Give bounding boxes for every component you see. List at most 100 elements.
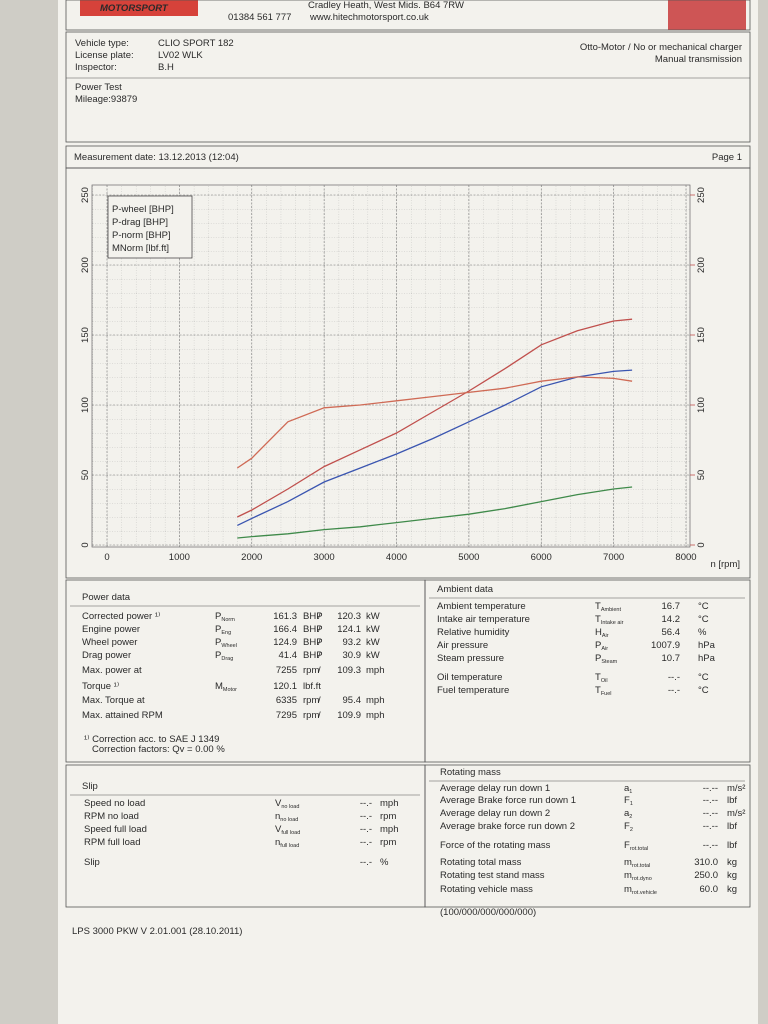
row-symbol: Vno load (275, 798, 299, 810)
row-symbol: a1 (624, 783, 632, 795)
x-tick-label: 0 (104, 552, 109, 563)
row-value: 1007.9 (651, 640, 680, 651)
row-symbol-main: T (595, 672, 601, 683)
row-unit-2: kW (366, 624, 380, 635)
series-line (237, 486, 633, 539)
row-label: Max. power at (82, 665, 142, 676)
legend-entry: P-wheel [BHP] (112, 204, 174, 215)
test-name: Power Test (75, 82, 122, 93)
row-symbol: MMotor (215, 681, 237, 693)
y-tick-label: 100 (80, 397, 91, 413)
row-symbol-main: H (595, 627, 602, 638)
row-symbol: TAmbient (595, 601, 621, 613)
row-symbol: TIntake air (595, 614, 624, 626)
page-number: Page 1 (712, 152, 742, 163)
row-symbol-sub: rot.vehicle (632, 890, 657, 896)
row-unit: rpm (303, 665, 319, 676)
row-value: 41.4 (279, 650, 298, 661)
row-symbol-main: P (215, 650, 221, 661)
x-tick-label: 4000 (386, 552, 407, 563)
row-label: Rotating vehicle mass (440, 884, 533, 895)
y2-tick-label: 250 (696, 187, 707, 203)
row-symbol-sub: no load (280, 817, 298, 823)
row-unit: °C (698, 672, 709, 683)
row-unit-2: mph (366, 710, 384, 721)
row-value: --.- (360, 857, 372, 868)
row-unit-2: kW (366, 637, 380, 648)
row-symbol-sub: Steam (601, 659, 617, 665)
logo-badge (80, 0, 198, 16)
row-label: Slip (84, 857, 100, 868)
row-symbol-sub: rot.dyno (632, 876, 652, 882)
row-unit: BHP (303, 637, 323, 648)
row-value: --.- (360, 837, 372, 848)
row-separator: / (318, 665, 321, 676)
row-symbol: a2 (624, 808, 632, 820)
version: LPS 3000 PKW V 2.01.001 (28.10.2011) (72, 926, 242, 937)
row-symbol-main: T (595, 685, 601, 696)
row-value: 310.0 (694, 857, 718, 868)
row-label: Wheel power (82, 637, 137, 648)
row-symbol-main: V (275, 824, 282, 835)
row-label: Max. Torque at (82, 695, 145, 706)
row-symbol: TFuel (595, 685, 612, 697)
row-symbol-sub: Motor (223, 687, 237, 693)
row-value-2: 124.1 (337, 624, 361, 635)
row-symbol: TOil (595, 672, 608, 684)
row-symbol-main: m (624, 870, 632, 881)
row-symbol-sub: full load (281, 830, 300, 836)
row-value-2: 109.9 (337, 710, 361, 721)
vehicle-box (65, 31, 751, 143)
row-symbol: nfull load (275, 837, 299, 849)
row-symbol: Vfull load (275, 824, 300, 836)
row-unit: mph (380, 798, 398, 809)
row-unit: lbf (727, 821, 737, 832)
row-symbol-sub: Intake air (601, 620, 624, 626)
row-unit: kg (727, 884, 737, 895)
row-unit: BHP (303, 624, 323, 635)
y2-tick-label: 100 (696, 397, 707, 413)
row-unit-2: kW (366, 650, 380, 661)
row-symbol: F2 (624, 821, 633, 833)
row-symbol: Frot.total (624, 840, 648, 852)
row-unit: hPa (698, 640, 716, 651)
legend-entry: P-norm [BHP] (112, 230, 171, 241)
row-symbol-sub: rot.total (630, 846, 648, 852)
row-unit: kg (727, 857, 737, 868)
row-label: Relative humidity (437, 627, 510, 638)
series-line (237, 318, 633, 518)
row-unit: rpm (380, 837, 396, 848)
row-symbol: HAir (595, 627, 609, 639)
row-symbol-main: T (595, 614, 601, 625)
row-value-2: 109.3 (337, 665, 361, 676)
legend-entry: P-drag [BHP] (112, 217, 168, 228)
website: www.hitechmotorsport.co.uk (309, 12, 429, 23)
logo-right (668, 0, 746, 30)
row-symbol-sub: Air (601, 646, 608, 652)
row-label: Max. attained RPM (82, 710, 163, 721)
field-value: CLIO SPORT 182 (158, 38, 234, 49)
plot-area (91, 184, 691, 548)
row-value-2: 30.9 (343, 650, 362, 661)
row-unit: % (380, 857, 389, 868)
row-unit-2: kW (366, 611, 380, 622)
row-symbol: PEng (215, 624, 231, 636)
y2-tick-label: 150 (696, 327, 707, 343)
section-title: Power data (82, 592, 131, 603)
row-value: --.-- (703, 795, 718, 806)
row-value: 56.4 (662, 627, 681, 638)
row-value: --.- (668, 685, 680, 696)
row-unit: °C (698, 601, 709, 612)
section-title: Ambient data (437, 584, 494, 595)
row-value: 120.1 (273, 681, 297, 692)
section-title: Rotating mass (440, 767, 501, 778)
row-symbol: PNorm (215, 611, 235, 623)
row-value: 6335 (276, 695, 297, 706)
x-tick-label: 3000 (314, 552, 335, 563)
chart-box (65, 167, 751, 579)
field-value: B.H (158, 62, 174, 73)
row-label: RPM no load (84, 811, 139, 822)
row-value: 60.0 (700, 884, 719, 895)
row-value: --.-- (703, 783, 718, 794)
row-value: 16.7 (662, 601, 681, 612)
